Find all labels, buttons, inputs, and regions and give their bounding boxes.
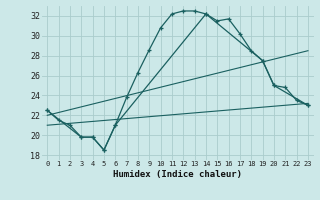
X-axis label: Humidex (Indice chaleur): Humidex (Indice chaleur) xyxy=(113,170,242,179)
